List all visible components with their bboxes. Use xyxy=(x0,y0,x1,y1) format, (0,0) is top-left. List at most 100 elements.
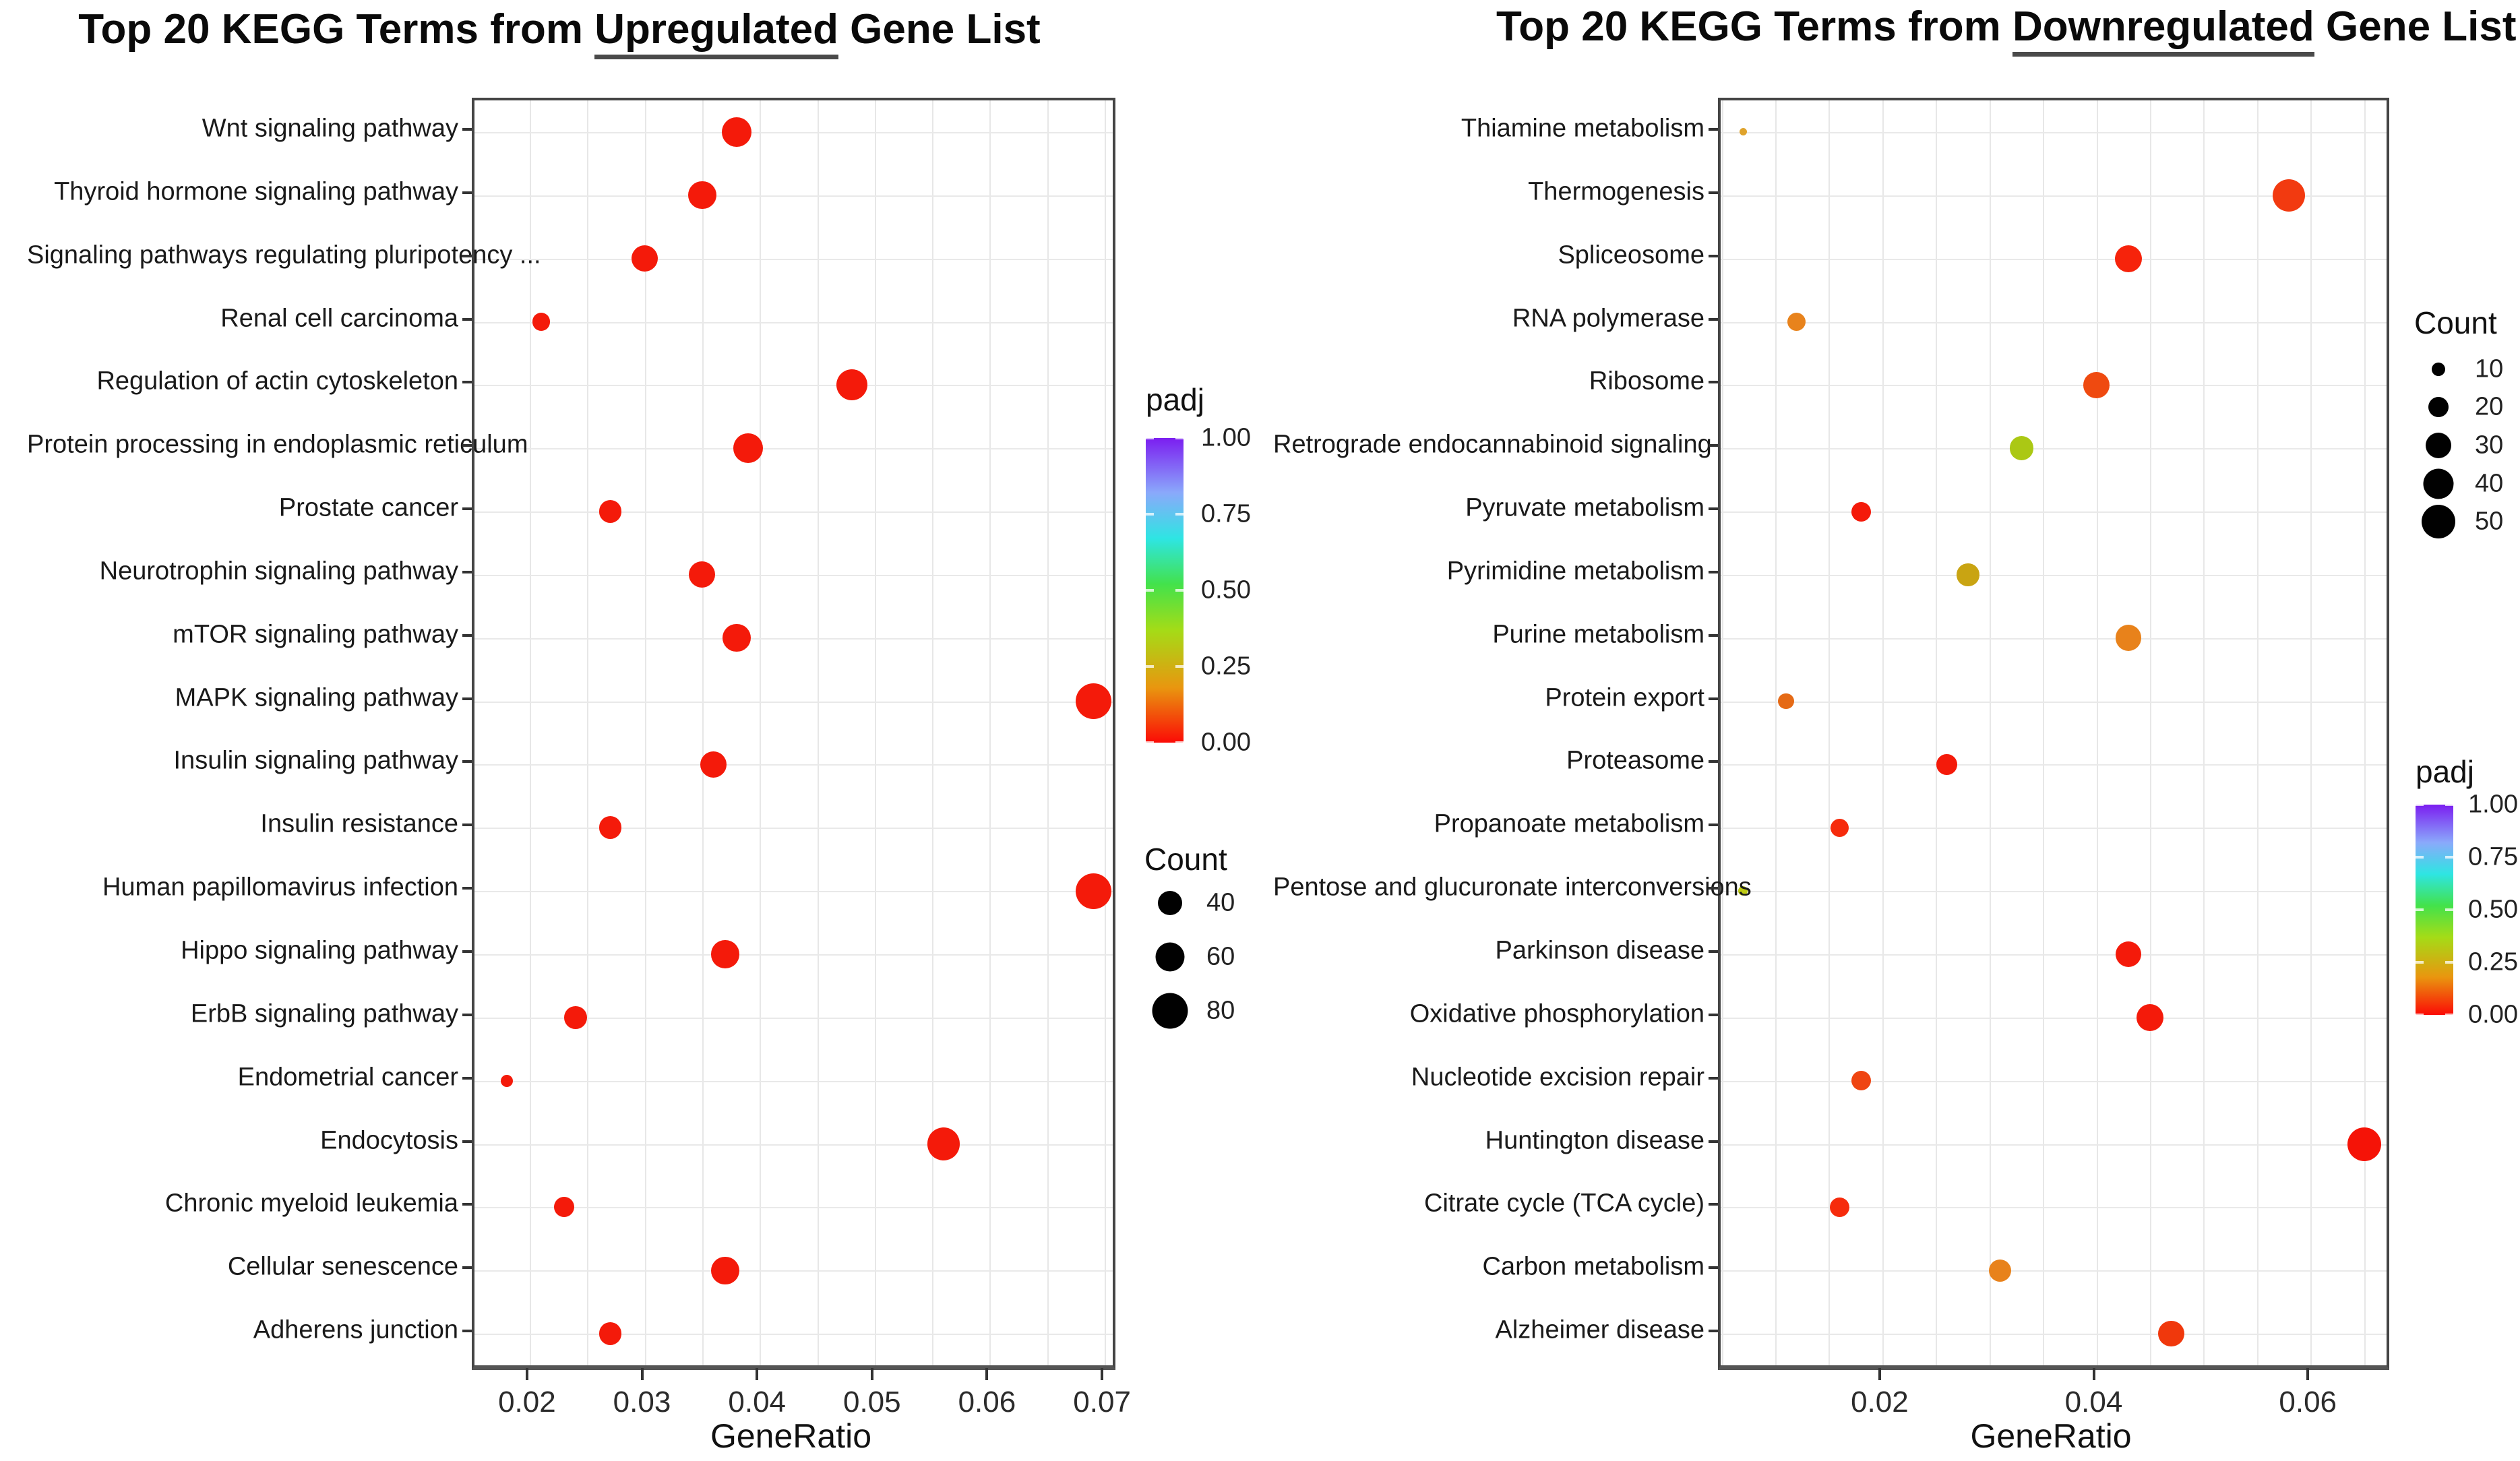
y-tick-mark xyxy=(1709,444,1718,447)
y-tick-mark xyxy=(1709,254,1718,257)
padj-bar-tick xyxy=(2445,856,2453,859)
gridline-vertical xyxy=(1882,100,1884,1365)
gridline-horizontal xyxy=(474,1080,1113,1082)
gridline-horizontal xyxy=(1721,131,2387,133)
gridline-vertical xyxy=(1828,100,1831,1365)
category-label: Parkinson disease xyxy=(1495,936,1704,965)
data-point xyxy=(2273,179,2306,212)
padj-tick-label: 1.00 xyxy=(2468,790,2518,819)
gridline-horizontal xyxy=(474,1334,1113,1336)
data-point xyxy=(723,624,751,652)
data-point xyxy=(1075,683,1111,720)
data-point xyxy=(711,1256,739,1284)
padj-tick-label: 0.50 xyxy=(2468,895,2518,924)
padj-legend-title: padj xyxy=(2416,754,2474,789)
y-tick-mark xyxy=(1709,317,1718,321)
category-label: Hippo signaling pathway xyxy=(181,936,458,965)
y-tick-mark xyxy=(462,1140,472,1143)
category-label: ErbB signaling pathway xyxy=(190,999,458,1028)
y-tick-mark xyxy=(462,950,472,953)
y-tick-mark xyxy=(1709,127,1718,131)
x-tick-label: 0.04 xyxy=(2064,1386,2123,1419)
category-label: RNA polymerase xyxy=(1512,304,1704,333)
x-tick-label: 0.03 xyxy=(613,1386,671,1419)
data-point xyxy=(632,245,658,272)
data-point xyxy=(554,1197,575,1218)
x-tick-label: 0.05 xyxy=(842,1386,901,1419)
category-label: Thyroid hormone signaling pathway xyxy=(54,177,458,206)
gridline-vertical xyxy=(2203,100,2205,1365)
title-prefix: Top 20 KEGG Terms from xyxy=(78,6,595,53)
gridline-horizontal xyxy=(474,1270,1113,1272)
y-tick-mark xyxy=(462,1266,472,1270)
category-label: Propanoate metabolism xyxy=(1434,809,1704,838)
x-tick-mark xyxy=(756,1368,759,1380)
padj-bar-tick xyxy=(2445,803,2453,806)
category-label: Renal cell carcinoma xyxy=(220,304,458,333)
data-point xyxy=(927,1127,960,1160)
y-tick-mark xyxy=(462,570,472,573)
padj-tick-label: 0.50 xyxy=(1201,576,1251,604)
category-label: Pentose and glucuronate interconversions xyxy=(1273,873,1752,902)
gridline-horizontal xyxy=(474,1144,1113,1146)
gridline-horizontal xyxy=(1721,1207,2387,1209)
category-label: Alzheimer disease xyxy=(1495,1315,1704,1344)
padj-bar-tick xyxy=(2445,961,2453,964)
gridline-horizontal xyxy=(1721,701,2387,703)
chart-title: Top 20 KEGG Terms from Downregulated Gen… xyxy=(1496,3,2517,57)
data-point xyxy=(1738,886,1748,896)
data-point xyxy=(1851,501,1871,522)
data-point xyxy=(2083,372,2110,398)
category-label: Citrate cycle (TCA cycle) xyxy=(1424,1189,1704,1218)
gridline-horizontal xyxy=(474,954,1113,956)
x-tick-label: 0.06 xyxy=(958,1386,1016,1419)
category-label: Protein export xyxy=(1545,683,1704,712)
category-label: Regulation of actin cytoskeleton xyxy=(96,367,458,396)
gridline-vertical xyxy=(874,100,876,1365)
y-tick-mark xyxy=(1709,1013,1718,1016)
data-point xyxy=(1829,1197,1849,1217)
y-tick-mark xyxy=(1709,1140,1718,1143)
count-legend: Count 10 20 30 40 50 xyxy=(2414,305,2520,567)
gridline-vertical xyxy=(1721,100,1723,1365)
gridline-vertical xyxy=(702,100,704,1365)
data-point xyxy=(1957,563,1979,586)
padj-tick-label: 0.75 xyxy=(2468,842,2518,871)
chart-title: Top 20 KEGG Terms from Upregulated Gene … xyxy=(74,5,1045,59)
gridline-vertical xyxy=(587,100,589,1365)
y-tick-mark xyxy=(462,127,472,131)
gridline-vertical xyxy=(644,100,646,1365)
gridline-vertical xyxy=(1936,100,1938,1365)
underlined-term: Downregulated xyxy=(2012,3,2314,57)
category-label: Proteasome xyxy=(1566,747,1704,776)
y-tick-mark xyxy=(462,317,472,321)
x-tick-mark xyxy=(525,1368,528,1380)
category-label: MAPK signaling pathway xyxy=(175,683,458,712)
padj-tick-label: 1.00 xyxy=(1201,423,1251,452)
gridline-horizontal xyxy=(474,828,1113,830)
category-label: Prostate cancer xyxy=(278,493,458,522)
category-label: Neurotrophin signaling pathway xyxy=(99,557,458,586)
y-tick-mark xyxy=(1709,1330,1718,1333)
gridline-horizontal xyxy=(1721,258,2387,260)
data-point xyxy=(2158,1320,2185,1347)
data-point xyxy=(2115,245,2143,272)
gridline-horizontal xyxy=(474,574,1113,576)
category-label: Insulin signaling pathway xyxy=(173,747,459,776)
gridline-horizontal xyxy=(1721,1080,2387,1082)
y-tick-mark xyxy=(1709,570,1718,573)
data-point xyxy=(2009,436,2034,461)
category-label: Huntington disease xyxy=(1485,1126,1704,1155)
y-tick-mark xyxy=(462,760,472,764)
count-legend-dot xyxy=(2428,397,2449,417)
data-point xyxy=(688,181,716,210)
category-label: Ribosome xyxy=(1589,367,1704,396)
y-tick-mark xyxy=(462,633,472,637)
gridline-vertical xyxy=(760,100,762,1365)
y-tick-mark xyxy=(1709,507,1718,510)
gridline-horizontal xyxy=(474,258,1113,260)
x-tick-mark xyxy=(1101,1368,1104,1380)
gridline-vertical xyxy=(2150,100,2151,1365)
count-legend-label: 40 xyxy=(1206,888,1235,917)
